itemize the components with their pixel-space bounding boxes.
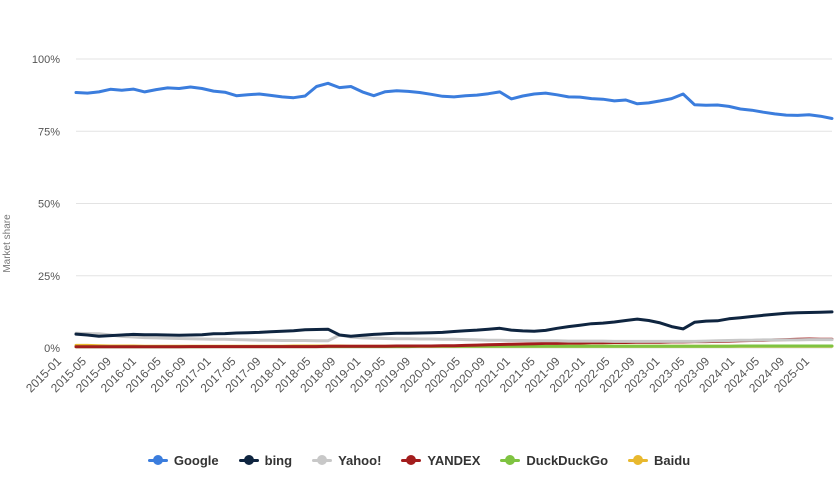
y-axis-ticks: 0% 25% 50% 75% 100% bbox=[32, 54, 60, 355]
series-line-bing bbox=[74, 310, 834, 338]
legend-marker-icon bbox=[238, 455, 259, 465]
series-line-yahoo bbox=[74, 331, 834, 343]
legend-label: Baidu bbox=[654, 452, 691, 468]
legend-label: DuckDuckGo bbox=[526, 452, 609, 468]
legend-marker-icon bbox=[312, 455, 333, 465]
legend-item[interactable]: Yahoo! bbox=[312, 453, 381, 468]
legend-item[interactable]: bing bbox=[238, 452, 293, 468]
legend-marker-icon bbox=[500, 455, 521, 465]
legend-label: Yahoo! bbox=[338, 452, 382, 468]
legend: Google bing Yahoo! YANDEX DuckDuckGo Baidu bbox=[0, 449, 838, 471]
legend-marker-icon bbox=[628, 455, 649, 465]
y-tick-label: 100% bbox=[32, 54, 60, 66]
series-line-google bbox=[74, 81, 834, 120]
legend-label: YANDEX bbox=[427, 452, 481, 468]
legend-marker-icon bbox=[401, 455, 422, 465]
legend-item[interactable]: DuckDuckGo bbox=[500, 453, 608, 468]
grid-lines bbox=[76, 58, 832, 349]
y-tick-label: 0% bbox=[44, 343, 60, 355]
legend-label: bing bbox=[264, 452, 293, 468]
y-tick-label: 50% bbox=[38, 199, 60, 211]
legend-label: Google bbox=[173, 452, 219, 468]
legend-item[interactable]: Baidu bbox=[628, 453, 690, 468]
y-tick-label: 75% bbox=[38, 126, 60, 138]
series-lines bbox=[74, 81, 834, 349]
legend-item[interactable]: YANDEX bbox=[401, 453, 480, 468]
legend-item[interactable]: Google bbox=[147, 452, 219, 468]
x-axis-ticks: 2015-012015-052015-092016-012016-052016-… bbox=[23, 354, 812, 395]
y-axis-label: Market share bbox=[2, 214, 13, 273]
y-tick-label: 25% bbox=[38, 271, 60, 283]
legend-marker-icon bbox=[147, 455, 168, 465]
